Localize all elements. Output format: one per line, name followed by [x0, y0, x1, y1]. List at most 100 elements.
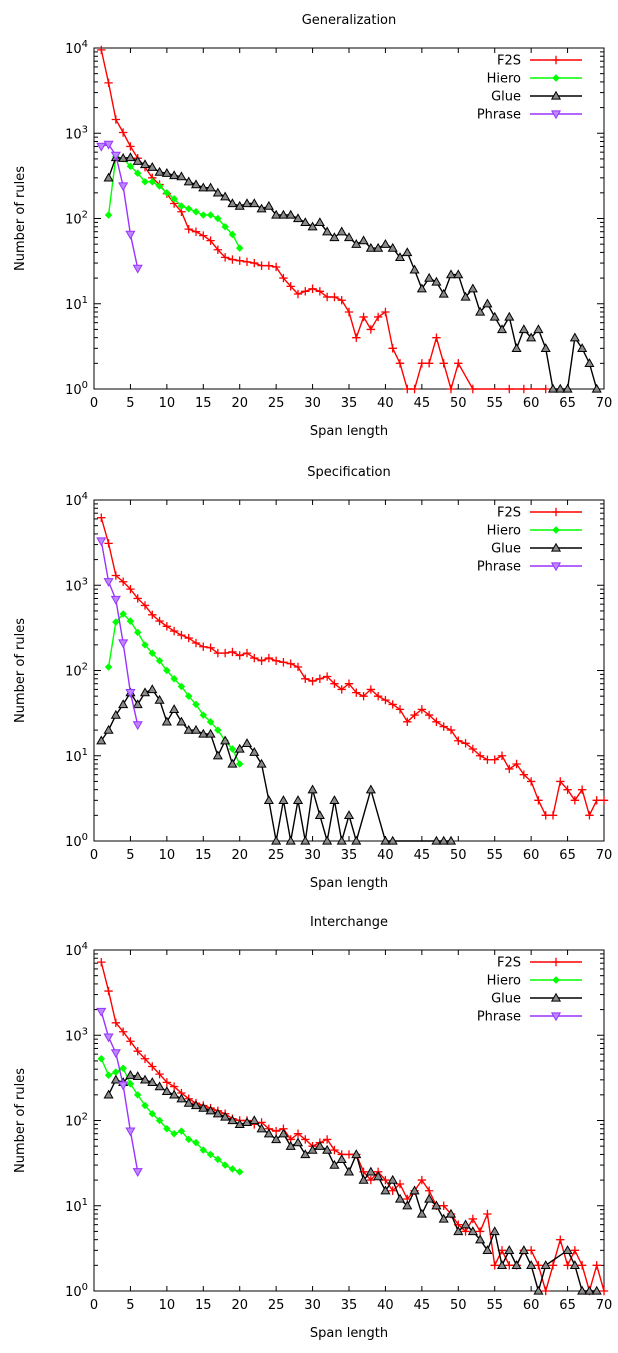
series-phrase: [96, 140, 143, 274]
series-phrase: [96, 537, 143, 731]
y-tick-label: 101: [65, 747, 88, 765]
data-point: [198, 728, 209, 738]
x-tick-label: 50: [450, 848, 467, 863]
data-point: [170, 674, 178, 683]
data-point: [104, 1071, 113, 1079]
data-point: [395, 705, 405, 714]
x-tick-label: 10: [159, 848, 176, 863]
data-point: [518, 1245, 529, 1254]
series-glue: [103, 1069, 602, 1295]
data-point: [322, 226, 333, 236]
data-point: [170, 1129, 178, 1138]
data-point: [112, 618, 120, 626]
data-point: [445, 269, 457, 279]
data-point: [526, 1246, 536, 1255]
data-point: [118, 1027, 128, 1036]
series-line: [100, 688, 451, 844]
data-point: [344, 1150, 354, 1159]
data-point: [242, 257, 252, 267]
data-point: [482, 1245, 493, 1254]
series-line: [100, 49, 546, 392]
data-point: [395, 1179, 405, 1189]
data-point: [126, 1079, 135, 1088]
chart-title: Generalization: [302, 13, 397, 28]
plot-frame: [93, 949, 605, 1292]
data-point: [191, 227, 201, 236]
data-point: [264, 261, 274, 270]
y-tick-label: 104: [65, 39, 88, 57]
data-point: [214, 214, 222, 223]
data-point: [118, 128, 128, 137]
y-tick-label: 102: [65, 1112, 88, 1130]
data-point: [548, 811, 558, 820]
data-point: [519, 384, 529, 394]
data-point: [547, 383, 559, 393]
data-point: [212, 750, 223, 760]
x-tick-label: 0: [90, 396, 98, 411]
data-point: [234, 200, 245, 210]
legend-entry-label: Glue: [491, 90, 521, 105]
data-point: [293, 662, 303, 672]
data-point: [155, 1069, 164, 1079]
x-tick-label: 55: [486, 1298, 503, 1313]
data-point: [343, 1166, 355, 1176]
data-point: [461, 739, 470, 748]
data-point: [380, 835, 391, 845]
data-point: [221, 222, 229, 231]
data-point: [161, 167, 172, 177]
data-point: [249, 198, 260, 208]
data-point: [373, 1171, 384, 1181]
data-point: [496, 1260, 508, 1269]
data-point: [184, 692, 193, 700]
series-line: [100, 961, 605, 1294]
data-point: [330, 679, 339, 688]
data-point: [103, 172, 114, 182]
data-point: [205, 728, 216, 738]
x-tick-label: 40: [377, 848, 394, 863]
data-point: [417, 359, 427, 368]
data-point: [569, 332, 580, 342]
data-point: [162, 1078, 172, 1087]
data-point: [133, 628, 142, 637]
x-tick-label: 30: [304, 396, 321, 411]
data-point: [468, 744, 478, 754]
data-point: [110, 151, 121, 161]
data-point: [140, 601, 150, 610]
data-point: [133, 594, 142, 603]
data-point: [584, 1285, 595, 1295]
data-point: [526, 332, 537, 342]
data-point: [132, 721, 143, 731]
data-point: [439, 722, 448, 731]
legend-swatch-marker: [552, 526, 560, 534]
series-line: [100, 1011, 139, 1172]
series-glue: [103, 152, 602, 393]
data-point: [460, 1219, 471, 1229]
data-point: [103, 1033, 114, 1043]
data-point: [118, 182, 129, 192]
data-point: [351, 238, 362, 248]
data-point: [220, 253, 230, 262]
data-point: [490, 1261, 499, 1270]
data-point: [496, 324, 508, 334]
data-point: [599, 1286, 609, 1296]
x-tick-label: 25: [268, 1298, 285, 1313]
data-point: [148, 649, 157, 657]
data-point: [119, 1064, 127, 1073]
data-point: [489, 311, 500, 321]
data-point: [118, 699, 129, 709]
data-point: [394, 252, 406, 262]
data-point: [162, 622, 172, 631]
series-hiero: [104, 610, 244, 768]
data-point: [592, 796, 601, 805]
data-point: [133, 169, 142, 177]
data-point: [431, 276, 442, 286]
data-point: [373, 312, 383, 322]
series-line: [107, 156, 598, 390]
data-point: [191, 638, 201, 648]
legend: F2S Hiero Glue Phrase: [477, 506, 582, 575]
data-point: [148, 177, 157, 186]
data-point: [111, 115, 121, 124]
x-tick-label: 5: [126, 396, 134, 411]
data-point: [301, 287, 310, 296]
